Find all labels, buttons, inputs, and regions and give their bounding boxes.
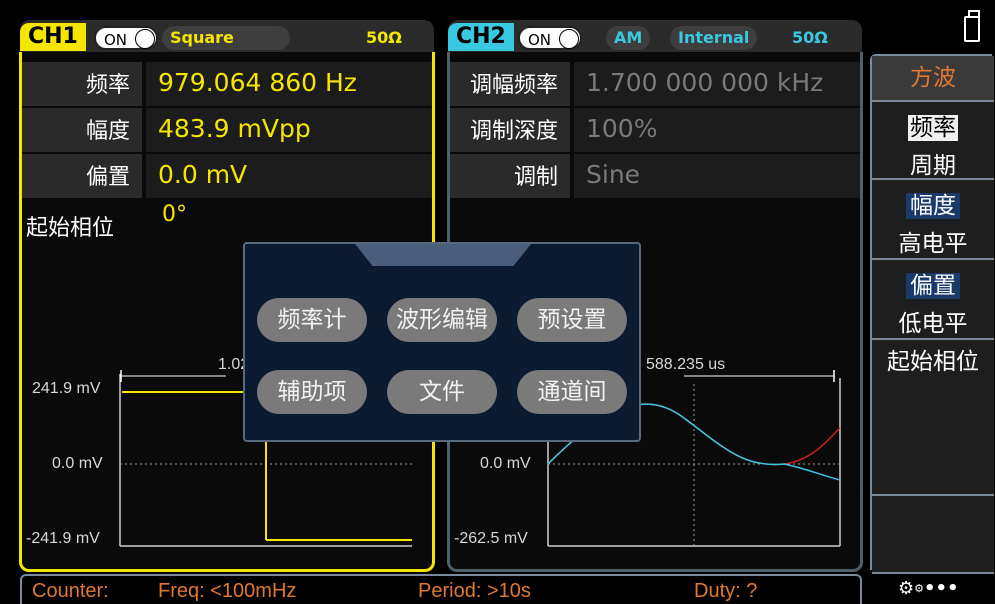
file-button[interactable]: 文件 [387, 370, 497, 414]
ch2-source-badge: Internal [670, 26, 758, 50]
ch2-param-mod-depth[interactable]: 调制深度 100% [450, 108, 860, 152]
ch2-mod-type-badge: AM [606, 26, 651, 50]
counter-button[interactable]: 频率计 [257, 298, 367, 342]
settings-dots: ••• [924, 578, 959, 599]
ch2-param-label: 调幅频率 [450, 62, 570, 106]
ch1-param-value: 483.9 mVpp [146, 108, 432, 152]
function-popup: 频率计 波形编辑 预设置 辅助项 文件 通道间 [243, 242, 641, 442]
gear-icon: ⚙ [898, 578, 915, 599]
ch1-param-label: 偏置 [22, 154, 142, 198]
waveform-edit-button[interactable]: 波形编辑 [387, 298, 497, 342]
menu-start-phase-label: 起始相位 [887, 349, 979, 375]
ch1-output-toggle[interactable]: ON [94, 26, 158, 50]
ch1-impedance: 50Ω [366, 28, 402, 47]
ch2-param-am-frequency[interactable]: 调幅频率 1.700 000 000 kHz [450, 62, 860, 106]
ch2-param-value: 100% [574, 108, 860, 152]
ch1-phase-label[interactable]: 起始相位 [26, 216, 115, 241]
ch1-waveform-badge: Square [162, 26, 290, 50]
ch1-name: CH1 [20, 23, 86, 51]
utility-button[interactable]: 辅助项 [257, 370, 367, 414]
ch2-param-label: 调制 [450, 154, 570, 198]
ch2-toggle-label: ON [528, 31, 552, 49]
counter-status-bar: Counter: Freq: <100mHz Period: >10s Duty… [20, 574, 862, 604]
settings-gear-icon[interactable]: ⚙⚙••• [898, 578, 968, 600]
ch2-output-toggle[interactable]: ON [518, 26, 582, 50]
toggle-knob-icon [559, 29, 579, 49]
ch2-yzero-label: 0.0 mV [480, 455, 531, 472]
counter-duty: Duty: ? [694, 580, 758, 602]
menu-amp-high[interactable]: 幅度 高电平 [872, 180, 994, 260]
menu-freq-period[interactable]: 频率 周期 [872, 102, 994, 180]
softkey-menu: 方波 频率 周期 幅度 高电平 偏置 低电平 起始相位 [870, 54, 994, 574]
menu-start-phase[interactable]: 起始相位 [872, 340, 994, 420]
ch1-phase-value[interactable]: 0° [162, 202, 187, 227]
ch2-name: CH2 [448, 23, 514, 51]
ch1-param-value: 979.064 860 Hz [146, 62, 432, 106]
counter-frequency: Freq: <100mHz [158, 580, 297, 602]
ch2-impedance: 50Ω [792, 28, 828, 47]
ch1-param-offset[interactable]: 偏置 0.0 mV [22, 154, 432, 198]
preset-button[interactable]: 预设置 [517, 298, 627, 342]
menu-period-label: 周期 [910, 153, 956, 179]
ch1-period-label: 1.02 [218, 356, 250, 373]
menu-offset-label: 偏置 [906, 273, 960, 299]
ch1-param-value: 0.0 mV [146, 154, 432, 198]
menu-empty-2[interactable] [872, 496, 994, 574]
ch1-param-label: 幅度 [22, 108, 142, 152]
menu-amp-label: 幅度 [906, 193, 960, 219]
ch2-period-label: 588.235 us [646, 356, 726, 373]
counter-period: Period: >10s [418, 580, 531, 602]
counter-label: Counter: [32, 580, 109, 602]
ch2-param-value: Sine [574, 154, 860, 198]
ch1-toggle-label: ON [104, 31, 128, 49]
channel-link-button[interactable]: 通道间 [517, 370, 627, 414]
popup-tab-handle [355, 244, 531, 266]
ch1-ymax-label: 241.9 mV [32, 380, 101, 397]
ch2-header[interactable]: CH2 ON AM Internal 50Ω [448, 20, 862, 54]
menu-title-square: 方波 [872, 56, 994, 102]
ch2-param-label: 调制深度 [450, 108, 570, 152]
ch2-param-modulation[interactable]: 调制 Sine [450, 154, 860, 198]
menu-offset-low[interactable]: 偏置 低电平 [872, 260, 994, 340]
menu-low-level-label: 低电平 [898, 311, 968, 337]
ch1-param-frequency[interactable]: 频率 979.064 860 Hz [22, 62, 432, 106]
ch1-ymin-label: -241.9 mV [26, 530, 100, 547]
toggle-knob-icon [135, 29, 155, 49]
menu-freq-label: 频率 [908, 115, 958, 141]
menu-empty-1[interactable] [872, 418, 994, 496]
menu-title: 方波 [910, 65, 956, 91]
ch2-ymin-label: -262.5 mV [454, 530, 528, 547]
ch1-param-label: 频率 [22, 62, 142, 106]
ch1-param-amplitude[interactable]: 幅度 483.9 mVpp [22, 108, 432, 152]
menu-high-level-label: 高电平 [898, 231, 968, 257]
gear-small-icon: ⚙ [914, 582, 925, 595]
ch1-header[interactable]: CH1 ON Square 50Ω [20, 20, 434, 54]
ch1-yzero-label: 0.0 mV [52, 455, 103, 472]
usb-icon [964, 10, 980, 42]
ch2-param-value: 1.700 000 000 kHz [574, 62, 860, 106]
